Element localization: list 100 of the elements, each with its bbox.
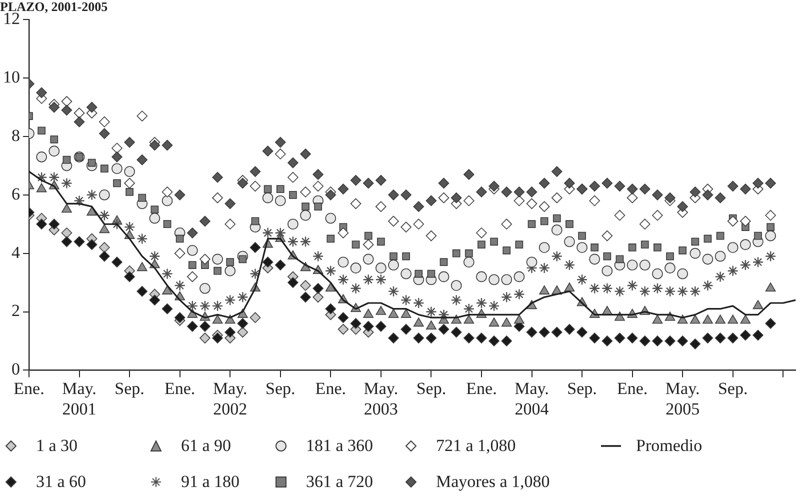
point (274, 148, 286, 160)
point (61, 178, 72, 189)
point (765, 210, 776, 221)
point (325, 212, 336, 224)
point (502, 246, 511, 254)
point (250, 312, 261, 324)
point (400, 190, 412, 200)
point (262, 192, 274, 204)
point (402, 252, 410, 260)
point (476, 186, 487, 198)
point (652, 190, 663, 200)
point (38, 126, 46, 135)
point (464, 169, 474, 180)
point (136, 233, 148, 244)
legend-label: Promedio (636, 436, 702, 456)
point (551, 250, 562, 262)
point (463, 303, 475, 314)
point (350, 174, 362, 186)
point (274, 195, 286, 206)
point (237, 326, 248, 338)
point (539, 285, 550, 294)
point (186, 300, 198, 312)
y-tick-label: 0 (12, 360, 20, 379)
point (186, 271, 198, 282)
point (716, 232, 724, 240)
legend-label: 31 a 60 (36, 472, 86, 492)
point (652, 282, 664, 294)
point (690, 314, 700, 324)
point (276, 185, 284, 193)
point (476, 227, 487, 238)
point (514, 186, 525, 198)
point (100, 164, 108, 173)
point (288, 218, 298, 230)
point (590, 244, 599, 252)
point (526, 186, 538, 198)
point (390, 252, 398, 260)
point (86, 189, 98, 200)
point (274, 260, 286, 270)
point (427, 270, 436, 278)
point (350, 318, 362, 329)
point (376, 238, 385, 246)
point (754, 232, 762, 240)
point (199, 300, 211, 312)
point (224, 198, 236, 210)
point (413, 201, 424, 212)
point (149, 212, 160, 224)
point (501, 336, 512, 346)
point (126, 188, 134, 196)
x-tick-label: Sep. (416, 378, 446, 398)
point (88, 158, 96, 167)
point (112, 142, 122, 154)
point (602, 265, 613, 276)
legend-label: 361 a 720 (306, 472, 374, 492)
point (626, 332, 638, 344)
x-tick-label: Ene. (14, 378, 44, 398)
point (112, 163, 122, 174)
y-tick-label: 10 (3, 68, 20, 86)
point (426, 320, 436, 330)
point (61, 104, 72, 116)
point (124, 178, 135, 189)
point (526, 326, 538, 338)
point (362, 320, 374, 332)
x-tick-label: Sep. (567, 378, 597, 398)
point (74, 108, 85, 118)
point (99, 250, 110, 262)
point (111, 218, 123, 230)
point (136, 262, 148, 272)
point (501, 186, 512, 198)
point (639, 218, 650, 230)
point (766, 223, 774, 231)
point (765, 178, 776, 189)
point (312, 169, 324, 180)
point (426, 332, 437, 344)
point (551, 224, 562, 236)
point (501, 292, 512, 303)
point (666, 252, 674, 260)
point (388, 332, 399, 344)
point (99, 128, 110, 139)
point (237, 318, 248, 329)
point (677, 336, 688, 346)
x-tick-label: Ene. (466, 378, 497, 398)
point (162, 140, 173, 151)
point (214, 266, 222, 275)
point (61, 227, 72, 238)
point (136, 286, 148, 297)
point (338, 227, 349, 238)
point (440, 258, 448, 266)
x-tick-label: Ene. (164, 378, 196, 398)
point (250, 242, 261, 253)
point (352, 240, 360, 249)
point (589, 180, 600, 192)
point (628, 244, 636, 252)
point (476, 332, 487, 344)
point (312, 282, 324, 294)
point (74, 116, 85, 128)
point (200, 320, 210, 332)
point (639, 184, 650, 194)
point (589, 254, 600, 265)
point (124, 221, 136, 233)
point (704, 234, 712, 243)
